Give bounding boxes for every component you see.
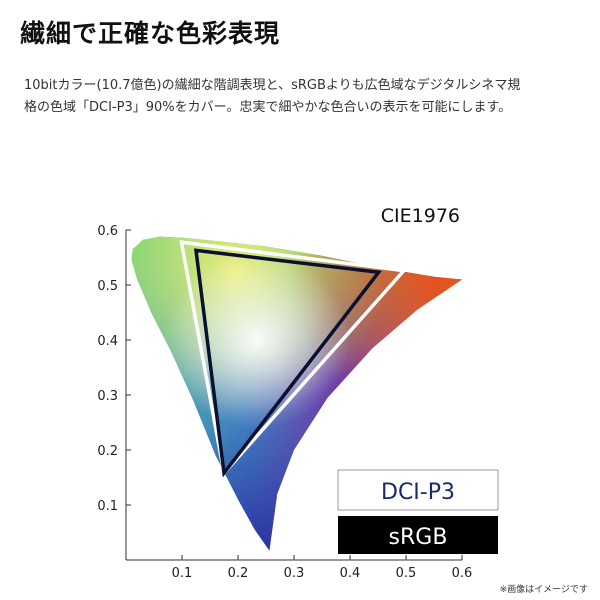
legend: DCI-P3 sRGB — [337, 469, 499, 554]
y-tick-label: 0.3 — [97, 389, 118, 404]
page-title: 繊細で正確な色彩表現 — [20, 19, 281, 48]
legend-srgb-box — [338, 516, 498, 554]
y-tick-label: 0.2 — [97, 444, 118, 459]
x-tick-label: 0.3 — [284, 566, 305, 581]
description-line-1: 10bitカラー(10.7億色)の繊細な階調表現と、sRGBよりも広色域なデジタ… — [24, 78, 521, 93]
y-tick-label: 0.5 — [97, 279, 118, 294]
dci-p3-triangle — [179, 240, 408, 477]
srgb-triangle — [193, 248, 382, 478]
x-tick-label: 0.4 — [340, 566, 361, 581]
footnote: ※画像はイメージです — [499, 585, 588, 595]
x-tick-label: 0.6 — [452, 566, 473, 581]
description: 10bitカラー(10.7億色)の繊細な階調表現と、sRGBよりも広色域なデジタ… — [24, 75, 584, 119]
chart-title: CIE1976 — [381, 205, 460, 227]
x-tick-label: 0.2 — [228, 566, 249, 581]
description-line-2: 格の色域「DCI-P3」90%をカバー。忠実で細やかな色合いの表示を可能にします… — [24, 100, 512, 115]
x-tick-label: 0.1 — [172, 566, 193, 581]
y-tick-label: 0.1 — [97, 499, 118, 514]
legend-srgb-label: sRGB — [389, 525, 448, 550]
legend-dci-p3-label: DCI-P3 — [381, 480, 455, 505]
legend-dci-p3-box — [337, 469, 499, 511]
x-tick-label: 0.5 — [396, 566, 417, 581]
y-tick-label: 0.4 — [97, 334, 118, 349]
y-tick-label: 0.6 — [97, 224, 118, 239]
